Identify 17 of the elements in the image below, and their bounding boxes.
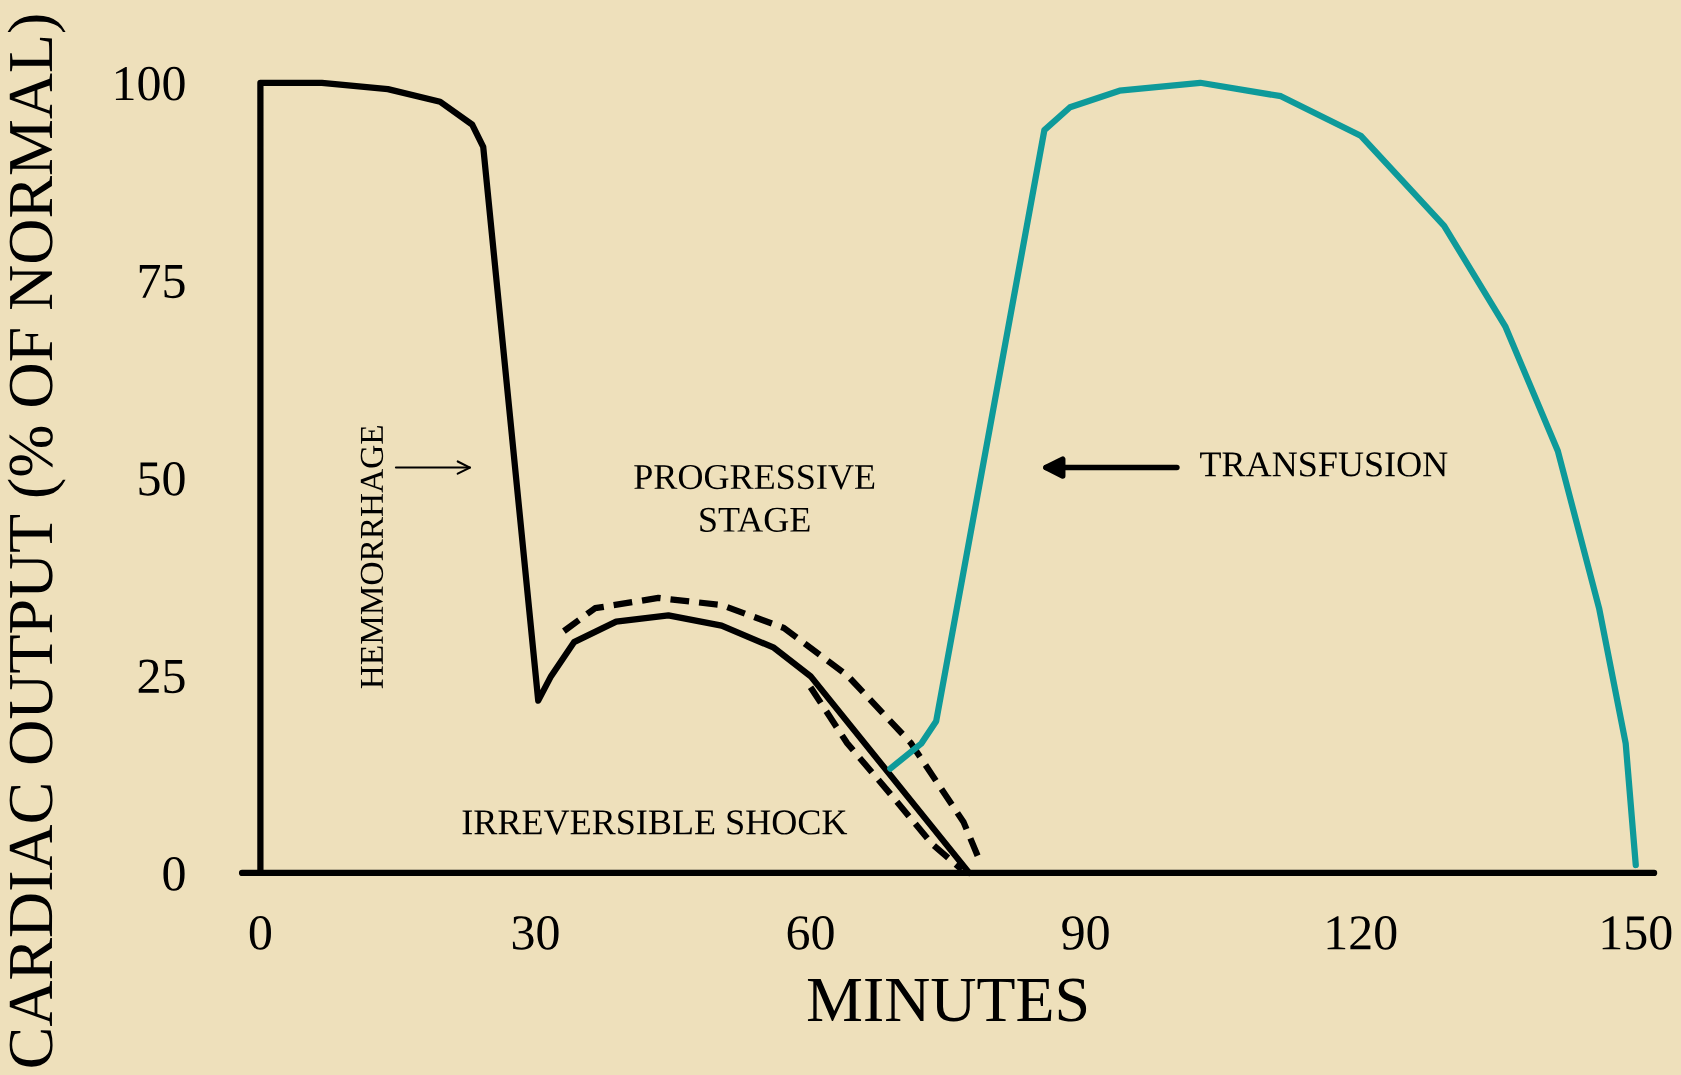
x-tick-label: 60: [787, 916, 834, 950]
x-tick-label: 90: [1062, 916, 1109, 950]
y-tick-label: 50: [139, 461, 185, 496]
x-tick-label: 0: [249, 916, 271, 950]
x-tick-label: 120: [1327, 916, 1397, 950]
y-axis-title: CARDIAC OUTPUT (% OF NORMAL): [7, 15, 66, 1067]
x-tick-label: 30: [512, 916, 559, 950]
annotation: IRREVERSIBLE SHOCK: [462, 810, 848, 835]
y-tick-label: 100: [115, 66, 185, 101]
annotation: TRANSFUSION: [1200, 452, 1448, 477]
y-tick-label: 75: [139, 264, 185, 299]
annotation: PROGRESSIVE STAGE: [634, 464, 875, 532]
y-tick-label: 25: [138, 659, 185, 694]
x-tick-label: 150: [1602, 916, 1672, 950]
x-axis-title: MINUTES: [807, 978, 1087, 1022]
y-tick-label: 0: [163, 857, 185, 891]
annotation: HEMMORRHAGE: [360, 426, 384, 689]
